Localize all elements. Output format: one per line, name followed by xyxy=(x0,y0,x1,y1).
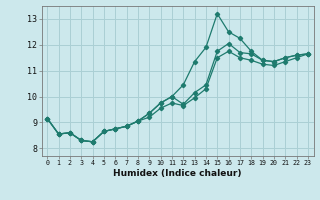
X-axis label: Humidex (Indice chaleur): Humidex (Indice chaleur) xyxy=(113,169,242,178)
